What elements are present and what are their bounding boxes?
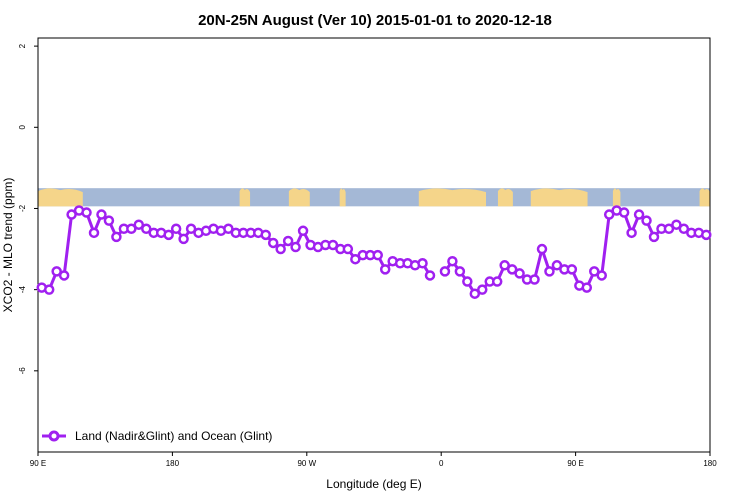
world-map-band	[38, 188, 710, 207]
data-point	[141, 223, 152, 235]
x-tick-label: 90 W	[297, 459, 316, 468]
data-point	[350, 253, 361, 265]
series-line	[443, 209, 707, 296]
x-tick-label: 0	[439, 459, 444, 468]
data-point	[275, 243, 286, 255]
data-point	[671, 219, 682, 230]
data-point	[626, 227, 637, 239]
data-point	[372, 249, 383, 261]
data-point	[163, 229, 174, 241]
data-point	[51, 266, 62, 277]
data-point	[327, 239, 339, 251]
data-point	[178, 233, 189, 245]
y-tick-label: -2	[18, 204, 27, 212]
legend-marker-sample	[48, 430, 60, 442]
land-mexico	[288, 188, 310, 207]
data-point	[103, 215, 115, 226]
data-point	[566, 264, 578, 275]
data-point	[66, 209, 77, 220]
data-point	[701, 229, 712, 241]
chart-title: 20N-25N August (Ver 10) 2015-01-01 to 20…	[198, 12, 552, 29]
x-tick-label: 90 E	[30, 459, 46, 468]
ocean-band	[38, 188, 710, 207]
land-hawaii	[239, 188, 251, 207]
data-point	[551, 260, 563, 271]
data-point	[267, 237, 279, 249]
x-tick-label: 180	[166, 459, 180, 468]
data-point	[417, 258, 428, 269]
land-asia	[38, 188, 83, 207]
data-point	[581, 282, 593, 293]
legend-label: Land (Nadir&Glint) and Ocean (Glint)	[75, 429, 272, 443]
data-point	[81, 207, 92, 218]
data-point	[133, 219, 145, 230]
data-point	[663, 223, 675, 235]
data-point	[126, 223, 137, 235]
x-tick-label: 90 E	[567, 459, 583, 468]
x-axis-label: Longitude (deg E)	[326, 477, 421, 491]
legend: Land (Nadir&Glint) and Ocean (Glint)	[42, 429, 272, 443]
data-point	[223, 223, 234, 235]
data-point	[58, 270, 70, 281]
data-point	[603, 209, 615, 220]
x-axis: 90 E 180 90 W 0 90 E 180	[30, 452, 717, 468]
y-axis: 2 0 -2 -4 -6	[18, 43, 38, 374]
data-point	[170, 223, 182, 235]
data-point	[544, 266, 555, 277]
data-point	[454, 266, 466, 277]
data-point	[506, 264, 518, 275]
data-point	[641, 215, 652, 226]
data-point	[111, 231, 122, 243]
y-tick-label: -4	[18, 286, 27, 294]
series-line	[41, 209, 432, 292]
data-point	[491, 276, 503, 287]
x-tick-label: 180	[703, 459, 717, 468]
y-tick-label: -6	[18, 367, 27, 375]
land-hawaii-2	[699, 188, 710, 207]
data-point	[439, 266, 451, 277]
data-point	[379, 264, 391, 275]
data-point	[477, 284, 488, 295]
data-point	[618, 207, 630, 218]
land-india	[530, 188, 588, 207]
data-point	[185, 223, 197, 235]
data-point	[589, 266, 600, 277]
data-point	[43, 284, 55, 295]
series-points	[36, 205, 712, 299]
y-tick-label: 2	[18, 43, 27, 48]
data-point	[342, 243, 354, 255]
data-point	[424, 270, 436, 281]
y-tick-label: 0	[18, 125, 27, 130]
land-arabia	[497, 188, 513, 207]
data-point	[529, 274, 540, 285]
data-point	[290, 241, 301, 253]
data-point	[282, 235, 294, 247]
data-point	[514, 268, 525, 279]
land-africa	[418, 188, 486, 207]
y-axis-label: XCO2 - MLO trend (ppm)	[1, 178, 15, 313]
data-point	[96, 209, 107, 220]
land-cuba	[339, 188, 346, 207]
data-point	[678, 223, 690, 235]
land-taiwan	[612, 188, 621, 207]
data-point	[469, 288, 481, 299]
data-point	[633, 209, 645, 220]
data-point	[297, 225, 309, 237]
data-point	[462, 276, 473, 287]
data-point	[499, 260, 510, 271]
data-point	[447, 255, 458, 267]
data-point	[260, 229, 271, 241]
data-point	[536, 243, 548, 255]
data-point	[596, 270, 607, 281]
plot-frame	[37, 37, 711, 453]
data-point	[88, 227, 100, 239]
data-point	[648, 231, 660, 243]
